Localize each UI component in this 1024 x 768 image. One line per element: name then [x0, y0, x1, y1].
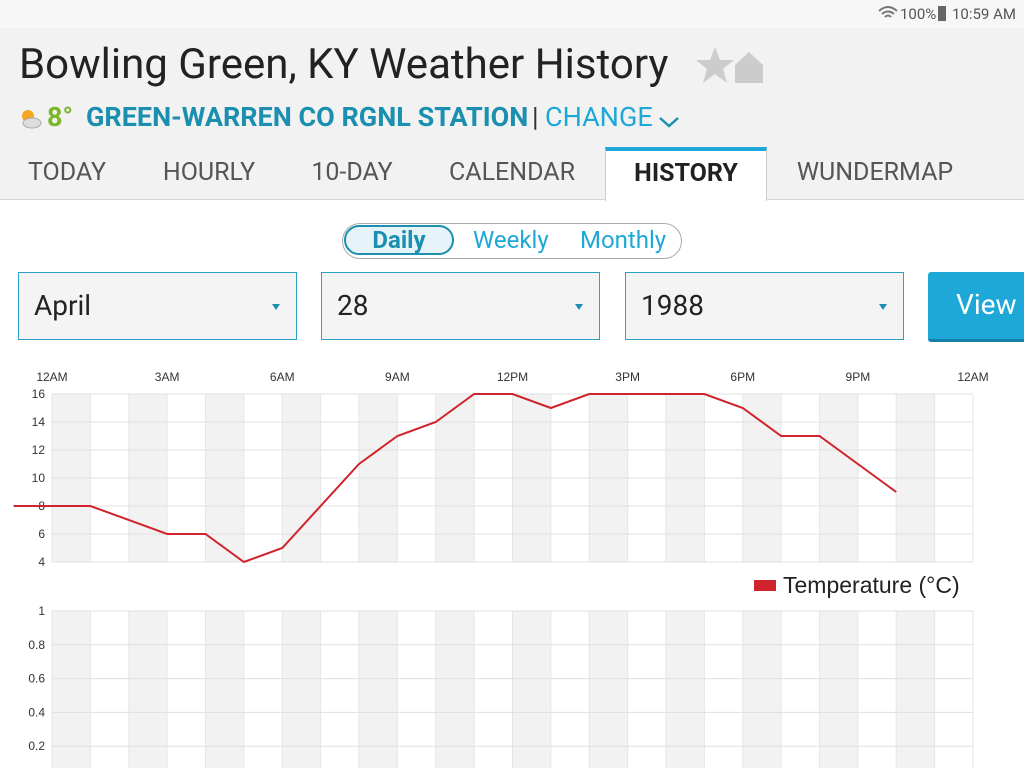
hour-band: [205, 611, 244, 768]
y-tick-label: 1: [38, 604, 45, 618]
x-tick-label: 12PM: [497, 370, 528, 384]
hour-band: [435, 611, 475, 768]
y-tick-label: 16: [32, 387, 46, 401]
toggle-option[interactable]: Daily: [372, 226, 426, 254]
wifi-icon: [878, 6, 898, 18]
temperature-line: [13, 393, 897, 564]
x-tick-label: 9PM: [846, 370, 871, 384]
weather-icon: [22, 110, 42, 129]
tab[interactable]: WUNDERMAP: [796, 158, 954, 187]
battery-text: 100%: [900, 5, 937, 23]
select-value: 28: [337, 289, 369, 322]
x-tick-label: 6AM: [270, 370, 295, 384]
x-tick-label: 12AM: [36, 370, 67, 384]
change-link[interactable]: CHANGE: [545, 101, 653, 133]
hour-band: [666, 611, 705, 768]
current-temp: 8°: [47, 101, 74, 133]
hour-band: [282, 611, 321, 768]
toggle-option[interactable]: Weekly: [473, 226, 549, 254]
clock: 10:59 AM: [952, 5, 1016, 23]
legend-label: Temperature (°C): [783, 572, 960, 598]
toggle-active-bg: [344, 225, 454, 255]
day-select[interactable]: 28: [321, 272, 600, 340]
station-name: GREEN-WARREN CO RGNL STATION: [86, 101, 529, 133]
x-tick-label: 3AM: [155, 370, 180, 384]
hour-band: [589, 611, 628, 768]
page-title: Bowling Green, KY Weather History: [19, 40, 669, 89]
x-tick-label: 6PM: [730, 370, 755, 384]
hour-band: [742, 611, 782, 768]
favorite-icons[interactable]: [695, 45, 765, 85]
hour-band: [128, 611, 168, 768]
battery-icon: [938, 6, 946, 21]
x-tick-label: 9AM: [385, 370, 410, 384]
y-tick-label: 12: [32, 443, 46, 457]
status-bar: 100% 10:59 AM: [0, 0, 1024, 28]
x-tick-label: 12AM: [957, 370, 988, 384]
y-tick-label: 14: [32, 415, 46, 429]
month-select[interactable]: April: [18, 272, 297, 340]
period-toggle: [342, 223, 682, 259]
separator: |: [532, 101, 539, 133]
toggle-option[interactable]: Monthly: [580, 226, 667, 254]
tab[interactable]: HOURLY: [162, 158, 256, 187]
y-tick-label: 6: [38, 527, 45, 541]
y-tick-label: 0.2: [28, 739, 45, 753]
tab-active[interactable]: HISTORY: [605, 147, 767, 201]
legend-swatch: [754, 580, 776, 591]
tab[interactable]: 10-DAY: [311, 158, 393, 187]
x-tick-label: 3PM: [615, 370, 640, 384]
hour-band: [359, 611, 398, 768]
chevron[interactable]: [658, 115, 680, 129]
y-tick-label: 10: [32, 471, 46, 485]
tab[interactable]: TODAY: [27, 158, 107, 187]
y-tick-label: 4: [38, 555, 45, 569]
y-tick-label: 0.6: [28, 672, 45, 686]
select-value: 1988: [641, 289, 704, 322]
y-tick-label: 0.8: [28, 638, 45, 652]
select-value: April: [34, 289, 92, 322]
header-bg: [0, 0, 1024, 200]
hour-band: [819, 611, 858, 768]
year-select[interactable]: 1988: [625, 272, 904, 340]
hour-band: [512, 611, 551, 768]
hour-band: [896, 611, 935, 768]
tab[interactable]: CALENDAR: [449, 158, 575, 187]
hour-band: [52, 611, 91, 768]
view-button[interactable]: View: [928, 272, 1024, 342]
y-tick-label: 0.4: [28, 705, 45, 719]
